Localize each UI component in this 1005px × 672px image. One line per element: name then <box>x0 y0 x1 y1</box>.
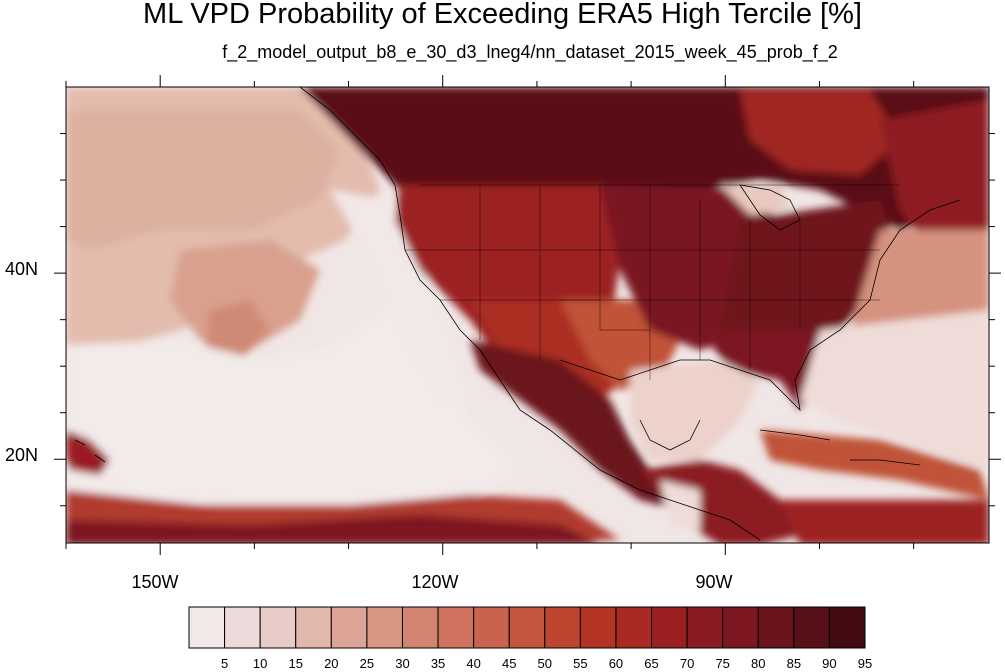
colorbar-swatch <box>757 606 795 649</box>
southeast-us <box>700 330 820 410</box>
pacific-band-zone <box>66 110 340 250</box>
plot-frame <box>65 86 990 544</box>
colorbar-swatch <box>508 606 546 649</box>
atlantic-light <box>800 310 989 470</box>
colorbar-swatch <box>579 606 617 649</box>
lon-tick-90w: 90W <box>695 572 733 592</box>
hudson-mid <box>740 90 900 175</box>
southern-darker-band <box>66 515 596 543</box>
colorbar-swatch <box>544 606 581 649</box>
lat-tick-40n: 40N <box>5 259 39 279</box>
colorbar-tick-label: 50 <box>537 656 553 671</box>
pacific-central-zone <box>170 240 320 350</box>
colorbar-tick-label: 55 <box>573 656 588 671</box>
colorbar-swatch <box>686 606 724 649</box>
colorbar-tick-label: 90 <box>822 656 837 671</box>
colorbar-tick-label: 80 <box>751 656 766 671</box>
lat-tick-20n: 20N <box>5 445 39 465</box>
lon-tick-120w: 120W <box>411 572 459 592</box>
colorbar-tick-label: 60 <box>608 656 624 671</box>
colorbar-swatch <box>330 606 368 649</box>
eastern-us <box>720 200 900 360</box>
colorbar-tick-label: 95 <box>857 656 873 671</box>
colorbar-tick-label: 30 <box>395 656 410 671</box>
colorbar-tick-label: 15 <box>288 656 303 671</box>
colorbar-tick-label: 25 <box>359 656 375 671</box>
map-subtitle: f_2_model_output_b8_e_30_d3_lneg4/nn_dat… <box>222 42 838 62</box>
colorbar-swatch <box>295 606 332 649</box>
colorbar <box>188 606 866 649</box>
gulf-light <box>630 360 760 460</box>
colorbar-tick-label: 5 <box>220 656 229 671</box>
northeast-canada <box>880 100 989 260</box>
colorbar-tick-label: 10 <box>252 656 268 671</box>
colorbar-tick-label: 20 <box>324 656 339 671</box>
colorbar-swatch <box>259 606 297 649</box>
caribbean-zone <box>760 430 989 500</box>
colorbar-swatch <box>473 606 510 649</box>
map-title: ML VPD Probability of Exceeding ERA5 Hig… <box>143 0 862 30</box>
mexico-zone <box>470 340 690 510</box>
colorbar-tick-label: 35 <box>430 656 446 671</box>
colorbar-swatch <box>793 606 830 649</box>
colorbar-tick-label: 75 <box>715 656 730 671</box>
colorbar-swatch <box>366 606 403 649</box>
colorbar-swatch <box>401 606 439 649</box>
great-lakes-light <box>720 185 790 215</box>
colorbar-swatch <box>722 606 759 649</box>
colorbar-swatch <box>828 606 866 649</box>
pacific-light-zone <box>66 300 520 510</box>
pacific-east-light <box>330 190 470 400</box>
colorbar-tick-label: 70 <box>679 656 695 671</box>
state-borders <box>405 184 900 380</box>
south-america-dark <box>780 500 989 543</box>
colorbar-swatch <box>437 606 475 649</box>
lon-tick-150w: 150W <box>131 572 179 592</box>
pacific-patch-zone <box>205 300 270 360</box>
colorbar-swatch <box>188 606 226 649</box>
colorbar-tick-label: 85 <box>786 656 802 671</box>
colorbar-swatch <box>224 606 261 649</box>
colorbar-swatch <box>615 606 653 649</box>
axis-ticks <box>54 75 1001 555</box>
colorbar-tick-label: 65 <box>644 656 659 671</box>
panama-light <box>660 480 700 530</box>
colorbar-swatch <box>651 606 688 649</box>
colorbar-tick-label: 40 <box>466 656 481 671</box>
colorbar-tick-label: 45 <box>501 656 517 671</box>
